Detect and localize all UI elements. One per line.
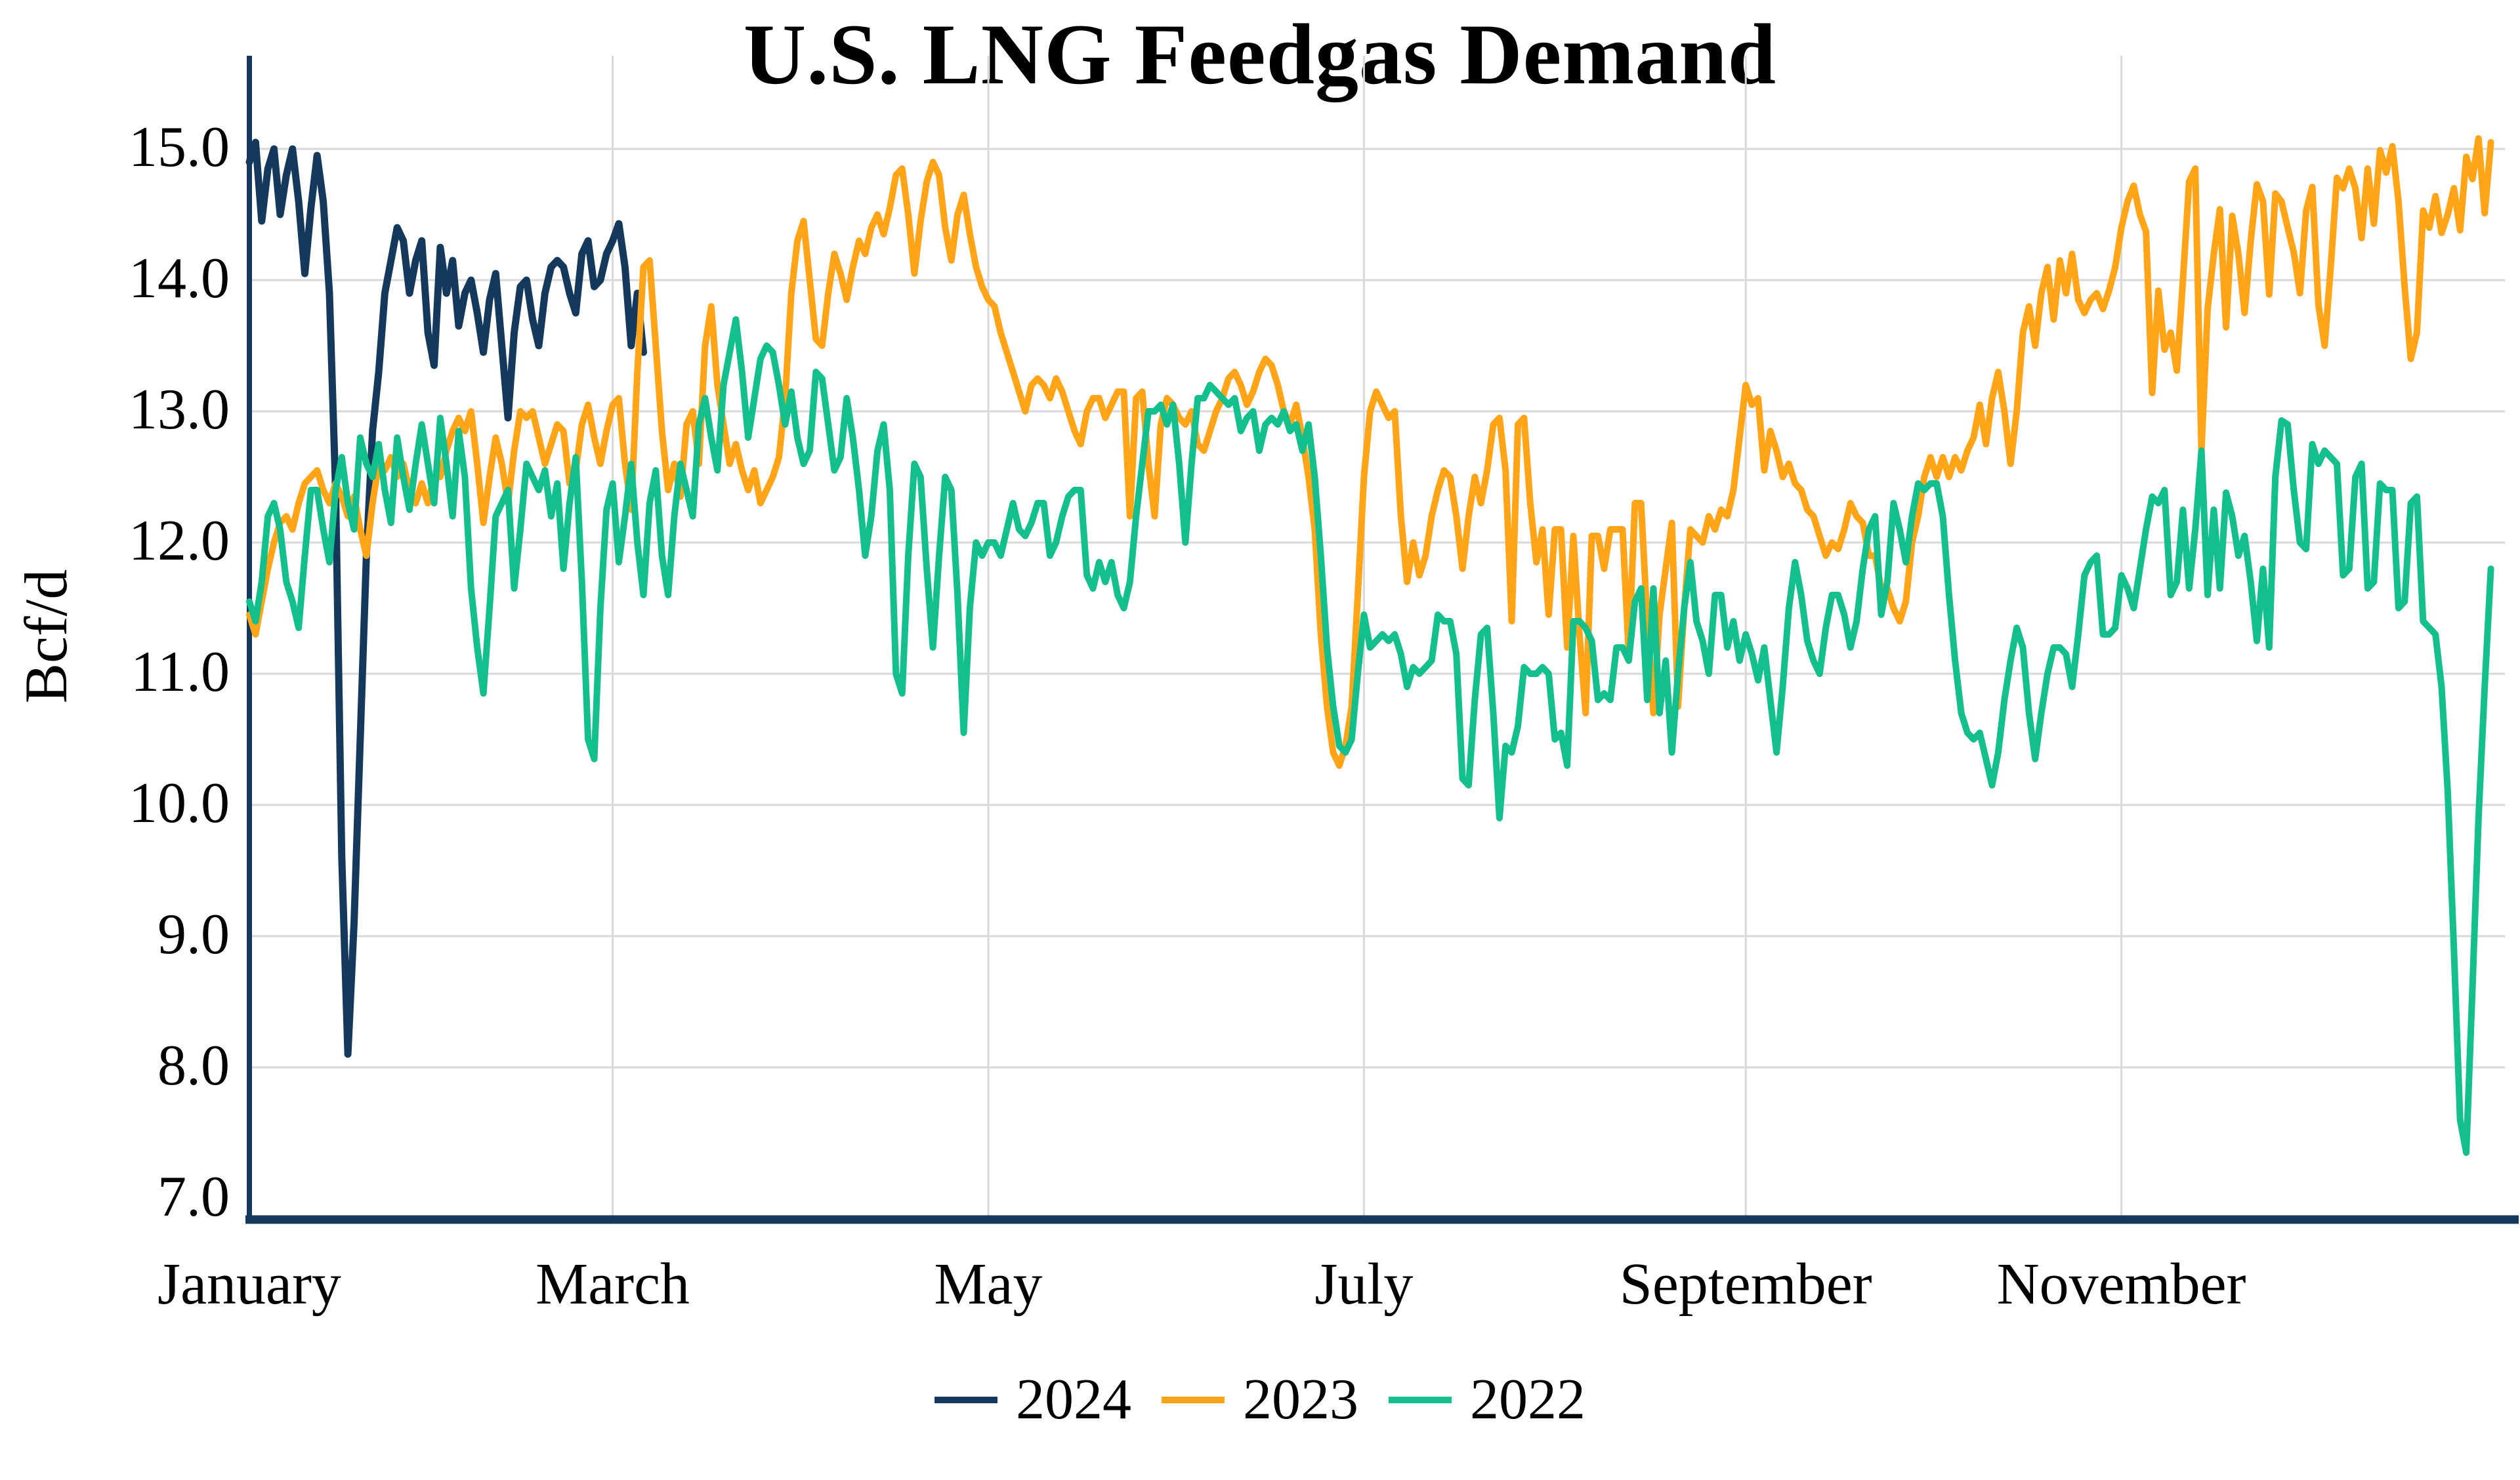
y-tick-label-15.0: 15.0 — [129, 115, 230, 179]
legend: 2024 2023 2022 — [0, 1368, 2520, 1431]
y-tick-label-14.0: 14.0 — [129, 247, 230, 310]
y-tick-label-11.0: 11.0 — [131, 640, 230, 704]
legend-item-2022: 2022 — [1389, 1368, 1586, 1431]
x-tick-label-May: May — [934, 1252, 1043, 1317]
x-tick-label-March: March — [536, 1252, 690, 1317]
legend-label-2024: 2024 — [1016, 1368, 1131, 1431]
y-tick-label-12.0: 12.0 — [129, 509, 230, 573]
x-tick-label-September: September — [1619, 1252, 1872, 1317]
legend-label-2023: 2023 — [1243, 1368, 1358, 1431]
y-tick-label-13.0: 13.0 — [129, 378, 230, 442]
y-tick-label-7.0: 7.0 — [158, 1165, 230, 1229]
series-line-2022 — [246, 316, 2494, 1156]
series-line-2023 — [246, 135, 2494, 769]
x-tick-label-January: January — [158, 1252, 341, 1317]
y-tick-label-8.0: 8.0 — [158, 1034, 230, 1098]
legend-line-swatch-2024 — [934, 1397, 998, 1403]
legend-line-swatch-2022 — [1389, 1397, 1452, 1403]
legend-item-2023: 2023 — [1162, 1368, 1358, 1431]
legend-label-2022: 2022 — [1470, 1368, 1586, 1431]
legend-line-swatch-2023 — [1162, 1397, 1225, 1403]
y-tick-label-9.0: 9.0 — [158, 903, 230, 966]
x-tick-label-November: November — [1996, 1252, 2246, 1317]
series-line-2024 — [245, 138, 647, 1058]
chart-title: U.S. LNG Feedgas Demand — [743, 6, 1777, 102]
legend-item-2024: 2024 — [934, 1368, 1131, 1431]
x-tick-label-July: July — [1314, 1252, 1414, 1317]
y-tick-label-10.0: 10.0 — [129, 771, 230, 835]
